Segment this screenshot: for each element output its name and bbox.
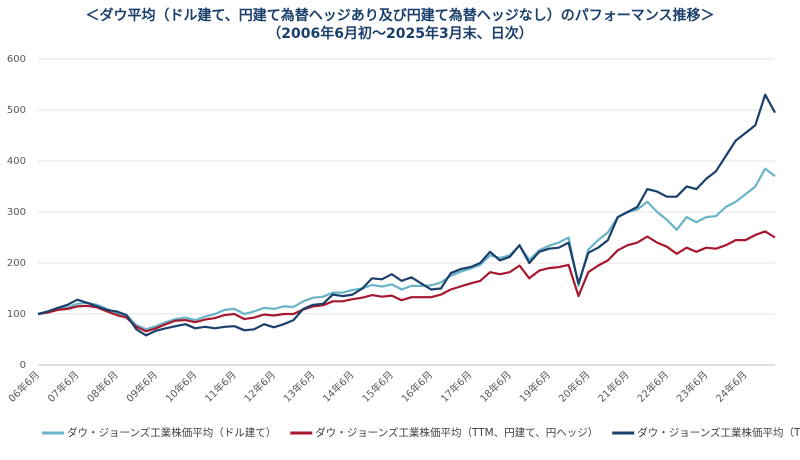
x-tick-label: 17年6月 [438,368,475,405]
x-tick-label: 10年6月 [163,368,200,405]
x-tick-label: 07年6月 [45,368,82,405]
x-tick-label: 23年6月 [674,368,711,405]
y-tick-label: 0 [20,360,26,371]
y-tick-label: 200 [7,258,26,269]
y-tick-label: 500 [7,105,26,116]
x-tick-label: 09年6月 [123,368,160,405]
x-tick-label: 11年6月 [202,368,239,405]
y-tick-label: 100 [7,309,26,320]
series-line [37,93,776,337]
x-tick-label: 14年6月 [320,368,357,405]
x-tick-label: 20年6月 [556,368,593,405]
y-tick-label: 600 [7,54,26,65]
x-tick-label: 22年6月 [634,368,671,405]
chart-title: ＜ダウ平均（ドル建て、円建て為替ヘッジあり及び円建て為替ヘッジなし）のパフォーマ… [85,7,714,24]
legend-label: ダウ・ジョーンズ工業株価平均（ドル建て） [67,426,276,439]
x-tick-label: 19年6月 [516,368,553,405]
x-tick-label: 21年6月 [595,368,632,405]
y-tick-label: 300 [7,207,26,218]
x-tick-label: 06年6月 [5,368,42,405]
x-tick-label: 16年6月 [398,368,435,405]
x-tick-label: 08年6月 [84,368,121,405]
series-line [37,230,776,333]
legend-label: ダウ・ジョーンズ工業株価平均（TTM、円建て） [637,426,800,439]
x-tick-label: 13年6月 [281,368,318,405]
legend-label: ダウ・ジョーンズ工業株価平均（TTM、円建て、円ヘッジ） [315,426,598,439]
x-tick-label: 15年6月 [359,368,396,405]
x-tick-label: 18年6月 [477,368,514,405]
x-tick-label: 12年6月 [241,368,278,405]
chart-subtitle: （2006年6月初～2025年3月末、日次） [267,25,532,42]
series-line [37,167,776,331]
x-tick-label: 24年6月 [713,368,750,405]
y-tick-label: 400 [7,156,26,167]
